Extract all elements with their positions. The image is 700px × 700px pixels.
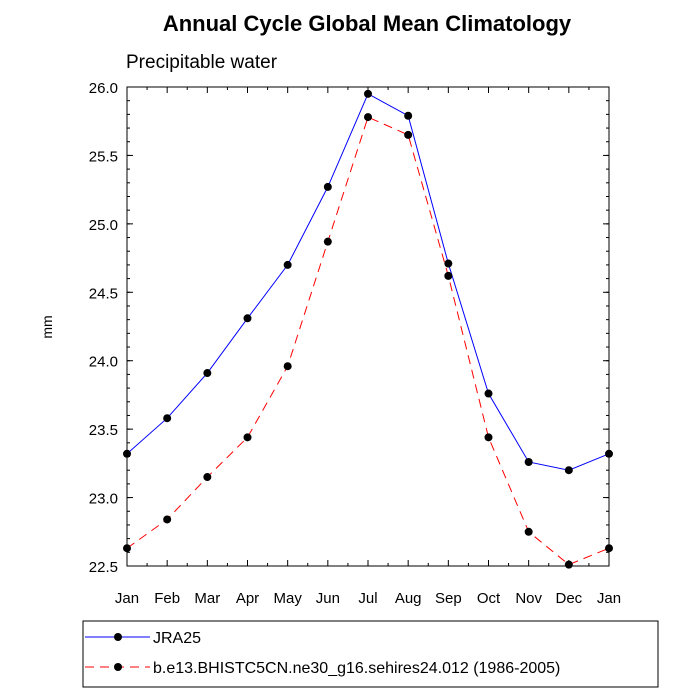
y-tick-label: 22.5 xyxy=(89,559,118,576)
x-tick-label: Oct xyxy=(477,590,501,607)
x-tick-label: Jun xyxy=(316,590,340,607)
y-tick-label: 25.5 xyxy=(89,148,118,165)
x-tick-label: Jan xyxy=(115,590,139,607)
x-tick-label: Mar xyxy=(194,590,220,607)
x-tick-label: Jul xyxy=(358,590,377,607)
y-tick-label: 24.0 xyxy=(89,354,118,371)
legend-label-1: JRA25 xyxy=(153,630,201,647)
series-layer xyxy=(123,89,613,569)
x-tick-label: Nov xyxy=(515,590,542,607)
x-axis: Jan Feb Mar Apr May Jun Jul Aug Sep Oct Nov Dec Jan xyxy=(115,87,621,607)
legend-marker-1 xyxy=(114,633,122,641)
series-1-point xyxy=(283,260,292,269)
series-1-point xyxy=(404,111,413,120)
series-1-point xyxy=(163,414,172,423)
series-1-point xyxy=(203,369,212,378)
x-tick-label: Apr xyxy=(236,590,259,607)
plot-frame xyxy=(126,86,610,567)
y-tick-label: 23.5 xyxy=(89,422,118,439)
x-tick-label: May xyxy=(273,590,302,607)
legend-marker-2 xyxy=(114,663,122,671)
y-axis-label: mm xyxy=(39,315,55,338)
series-2-point xyxy=(444,271,453,280)
series-line-1 xyxy=(126,93,610,471)
series-2-point xyxy=(404,130,413,139)
series-2-point xyxy=(524,527,533,536)
x-tick-label: Dec xyxy=(555,590,582,607)
series-2-point xyxy=(283,362,292,371)
series-1-point xyxy=(444,259,453,268)
y-tick-label: 23.0 xyxy=(89,491,118,508)
x-tick-label: Jan xyxy=(597,590,621,607)
legend-box xyxy=(82,620,659,688)
legend: JRA25 b.e13.BHISTC5CN.ne30_g16.sehires24.… xyxy=(85,630,560,677)
x-tick-label: Feb xyxy=(154,590,180,607)
series-1-point xyxy=(243,314,252,323)
chart-subtitle: Precipitable water xyxy=(126,52,278,73)
series-2-point xyxy=(163,515,172,524)
series-line-2 xyxy=(126,116,610,566)
y-tick-label: 25.0 xyxy=(89,217,118,234)
legend-label-2: b.e13.BHISTC5CN.ne30_g16.sehires24.012 (… xyxy=(153,660,560,677)
series-1-point xyxy=(564,466,573,475)
y-tick-label: 24.5 xyxy=(89,285,118,302)
series-2-point xyxy=(203,473,212,482)
y-axis: 22.5 23.0 23.5 24.0 24.5 25.0 25.5 26.0 xyxy=(89,80,609,576)
series-1-point xyxy=(323,182,332,191)
series-1-point xyxy=(524,457,533,466)
x-tick-label: Sep xyxy=(435,590,462,607)
series-2-point xyxy=(364,113,372,122)
x-tick-label: Aug xyxy=(395,590,422,607)
series-1-point xyxy=(364,89,372,98)
chart-title: Annual Cycle Global Mean Climatology xyxy=(163,11,572,36)
series-2-point xyxy=(323,237,332,246)
y-tick-label: 26.0 xyxy=(89,80,118,97)
series-2-point xyxy=(243,433,252,442)
series-2-point xyxy=(484,433,493,442)
series-1-point xyxy=(484,389,493,398)
